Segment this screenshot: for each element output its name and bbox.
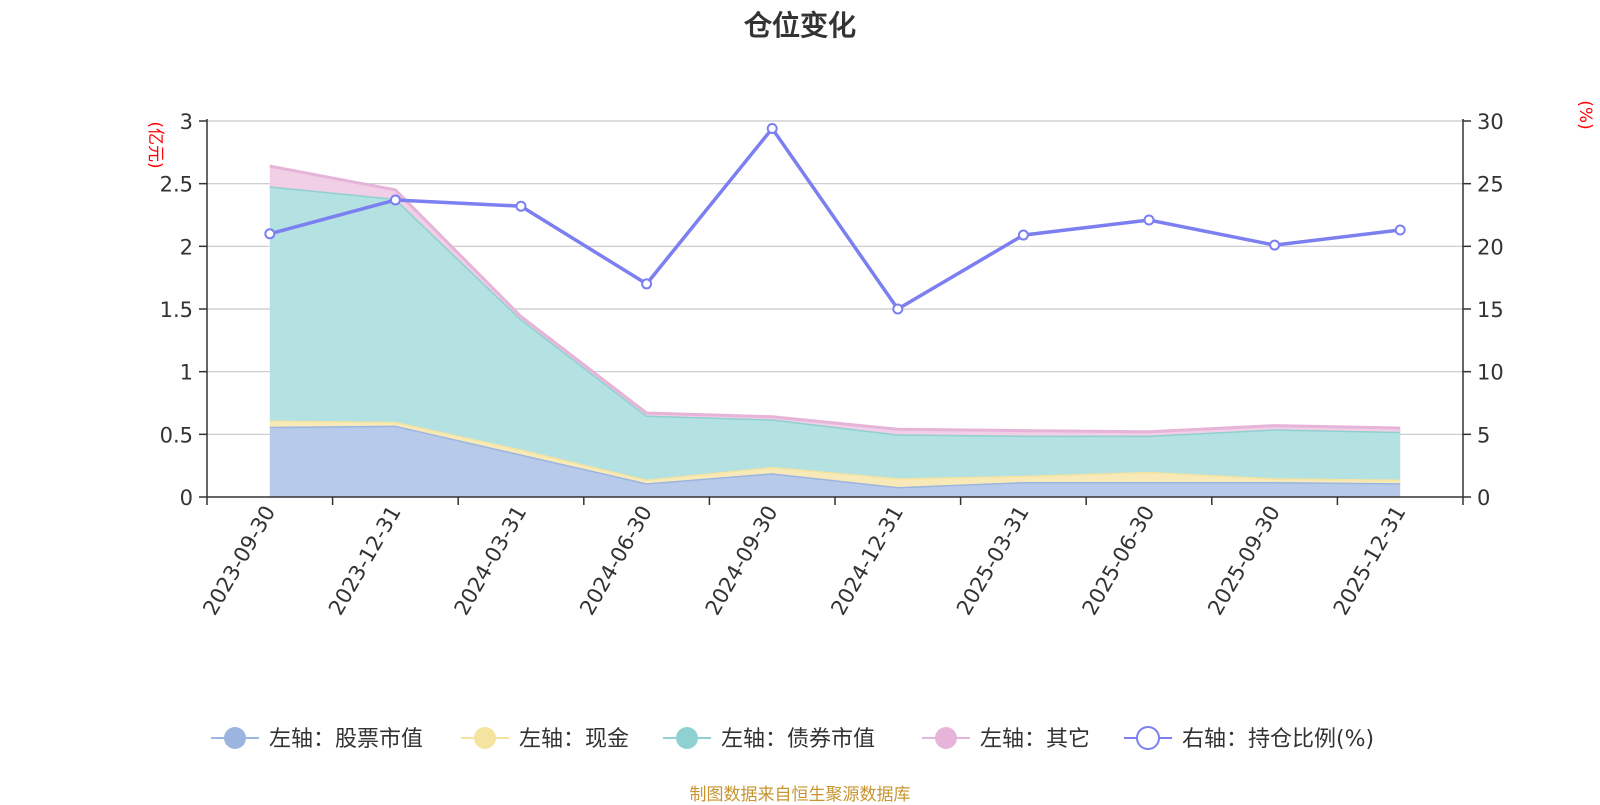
right-tick-label: 10 <box>1477 361 1504 385</box>
holding-ratio-point <box>641 278 653 290</box>
right-axis-unit: (%) <box>1575 100 1595 129</box>
area-series-edge-4 <box>269 164 1401 434</box>
legend-marker-2 <box>474 727 496 749</box>
legend-label-2: 左轴：现金 <box>519 727 629 752</box>
x-tick-label: 2025-12-31 <box>1329 502 1411 620</box>
holding-ratio-point <box>1143 214 1155 226</box>
x-tick-label: 2025-09-30 <box>1203 502 1285 620</box>
holding-ratio-point <box>1394 224 1406 236</box>
x-tick-label: 2024-03-31 <box>450 502 532 620</box>
holding-ratio-point <box>892 303 904 315</box>
holding-ratio-point <box>515 200 527 212</box>
legend-label-3: 左轴：债券市值 <box>721 727 875 752</box>
area-series-1 <box>269 425 1401 497</box>
x-tick-label: 2025-03-31 <box>952 502 1034 620</box>
legend-marker-1 <box>224 727 246 749</box>
area-series-3 <box>269 186 1401 480</box>
left-tick-label: 2.5 <box>160 173 193 197</box>
right-tick-label: 5 <box>1477 423 1490 447</box>
legend-label-4: 左轴：其它 <box>980 727 1090 752</box>
holding-ratio-point <box>1269 239 1281 251</box>
right-tick-label: 0 <box>1477 486 1490 510</box>
legend-label-1: 左轴：股票市值 <box>269 727 423 752</box>
holding-ratio-point <box>1017 229 1029 241</box>
area-series-4 <box>269 166 1401 436</box>
chart-title: 仓位变化 <box>743 9 856 42</box>
left-axis-unit: (亿元) <box>145 121 165 168</box>
legend-label-5: 右轴：持仓比例(%) <box>1182 727 1374 752</box>
holding-ratio-point <box>766 123 778 135</box>
legend-marker-4 <box>935 727 957 749</box>
left-tick-label: 0.5 <box>160 423 193 447</box>
x-tick-label: 2024-12-31 <box>826 502 908 620</box>
right-tick-label: 20 <box>1477 235 1504 259</box>
left-tick-label: 0 <box>180 486 193 510</box>
right-tick-label: 15 <box>1477 298 1504 322</box>
x-tick-label: 2025-06-30 <box>1078 502 1160 620</box>
left-tick-label: 1.5 <box>160 298 193 322</box>
x-tick-label: 2024-09-30 <box>701 502 783 620</box>
right-tick-label: 30 <box>1477 110 1504 134</box>
legend-marker-5 <box>1136 726 1160 750</box>
holding-ratio-point <box>264 228 276 240</box>
source-note: 制图数据来自恒生聚源数据库 <box>689 785 911 805</box>
holding-ratio-line <box>269 125 1401 312</box>
holding-ratio-point <box>389 194 401 206</box>
legend-marker-3 <box>676 727 698 749</box>
left-tick-label: 3 <box>180 110 193 134</box>
right-tick-label: 25 <box>1477 173 1504 197</box>
left-tick-label: 1 <box>180 361 193 385</box>
x-tick-label: 2023-12-31 <box>324 502 406 620</box>
x-tick-label: 2024-06-30 <box>575 502 657 620</box>
x-tick-label: 2023-09-30 <box>198 502 280 620</box>
left-tick-label: 2 <box>180 235 193 259</box>
